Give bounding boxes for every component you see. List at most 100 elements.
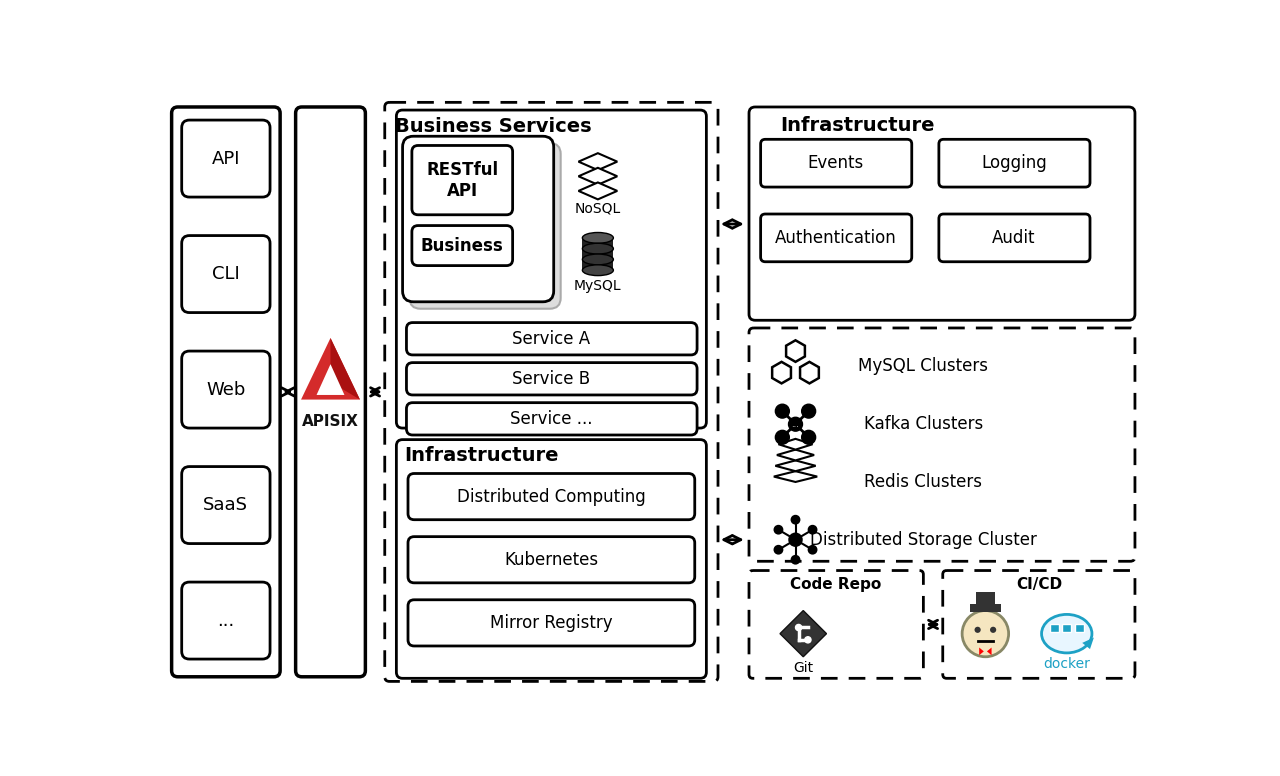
Text: API: API — [211, 150, 241, 168]
FancyBboxPatch shape — [760, 214, 911, 262]
FancyBboxPatch shape — [385, 102, 718, 681]
Text: CLI: CLI — [212, 265, 239, 283]
Text: ...: ... — [791, 420, 800, 428]
Text: Distributed Storage Cluster: Distributed Storage Cluster — [810, 531, 1037, 549]
Bar — [582, 248, 613, 259]
FancyBboxPatch shape — [397, 110, 707, 428]
Text: Service B: Service B — [512, 370, 590, 388]
Text: MySQL Clusters: MySQL Clusters — [859, 358, 988, 376]
Circle shape — [774, 546, 782, 553]
Polygon shape — [780, 611, 827, 656]
Polygon shape — [579, 182, 617, 199]
Circle shape — [974, 627, 980, 633]
Text: MySQL: MySQL — [573, 279, 622, 293]
Text: Redis Clusters: Redis Clusters — [864, 473, 982, 491]
Ellipse shape — [582, 254, 613, 265]
Polygon shape — [979, 647, 984, 655]
Circle shape — [795, 625, 801, 631]
Text: NoSQL: NoSQL — [575, 202, 621, 216]
Circle shape — [963, 611, 1009, 656]
Text: Git: Git — [794, 660, 813, 674]
Text: Business Services: Business Services — [396, 117, 591, 137]
Polygon shape — [772, 362, 791, 383]
FancyBboxPatch shape — [408, 537, 695, 583]
FancyBboxPatch shape — [938, 140, 1091, 187]
Circle shape — [791, 516, 800, 524]
Ellipse shape — [582, 243, 613, 254]
FancyBboxPatch shape — [182, 120, 270, 197]
FancyBboxPatch shape — [749, 328, 1135, 561]
Bar — [1050, 625, 1059, 632]
Text: Audit: Audit — [992, 229, 1036, 247]
Circle shape — [791, 556, 800, 563]
Polygon shape — [777, 449, 814, 460]
Bar — [582, 259, 613, 270]
Polygon shape — [987, 647, 992, 655]
Polygon shape — [579, 168, 617, 185]
Polygon shape — [774, 471, 817, 482]
Polygon shape — [786, 341, 805, 362]
Polygon shape — [301, 338, 360, 400]
FancyBboxPatch shape — [397, 440, 707, 678]
Circle shape — [801, 404, 815, 418]
FancyBboxPatch shape — [296, 107, 365, 677]
Polygon shape — [1083, 638, 1094, 649]
Circle shape — [776, 431, 790, 444]
Circle shape — [989, 627, 996, 633]
FancyBboxPatch shape — [938, 214, 1091, 262]
FancyBboxPatch shape — [408, 473, 695, 520]
Ellipse shape — [1042, 615, 1092, 653]
Text: ...: ... — [218, 611, 234, 629]
Circle shape — [809, 546, 817, 553]
Text: Code Repo: Code Repo — [790, 577, 882, 592]
FancyBboxPatch shape — [172, 107, 280, 677]
FancyBboxPatch shape — [182, 582, 270, 659]
FancyBboxPatch shape — [410, 143, 561, 309]
Ellipse shape — [582, 265, 613, 275]
Bar — [977, 592, 995, 606]
FancyBboxPatch shape — [760, 140, 911, 187]
Text: Business: Business — [421, 237, 503, 255]
Polygon shape — [778, 439, 813, 449]
Text: Service ...: Service ... — [511, 410, 593, 428]
Text: Service A: Service A — [512, 330, 590, 348]
Text: Infrastructure: Infrastructure — [781, 116, 934, 135]
Bar — [1062, 625, 1071, 632]
Text: Distributed Computing: Distributed Computing — [457, 487, 645, 506]
Circle shape — [809, 526, 817, 534]
Circle shape — [774, 526, 782, 534]
Circle shape — [805, 637, 812, 643]
FancyBboxPatch shape — [749, 107, 1135, 320]
FancyBboxPatch shape — [182, 236, 270, 313]
Text: Kubernetes: Kubernetes — [504, 551, 599, 569]
Text: RESTful
API: RESTful API — [426, 161, 498, 199]
Circle shape — [790, 534, 801, 546]
Circle shape — [801, 431, 815, 444]
Text: Mirror Registry: Mirror Registry — [490, 614, 613, 632]
FancyBboxPatch shape — [182, 351, 270, 428]
Text: Infrastructure: Infrastructure — [404, 446, 559, 466]
FancyBboxPatch shape — [182, 466, 270, 543]
Text: Logging: Logging — [982, 154, 1047, 172]
FancyBboxPatch shape — [412, 226, 512, 265]
FancyBboxPatch shape — [407, 362, 698, 395]
FancyBboxPatch shape — [407, 323, 698, 355]
Text: SaaS: SaaS — [204, 496, 248, 514]
Bar — [582, 238, 613, 248]
Text: Kafka Clusters: Kafka Clusters — [864, 415, 983, 433]
Circle shape — [776, 404, 790, 418]
Text: docker: docker — [1043, 657, 1091, 671]
Polygon shape — [316, 364, 344, 395]
Polygon shape — [800, 362, 819, 383]
Circle shape — [788, 417, 803, 431]
FancyBboxPatch shape — [412, 145, 512, 215]
Text: APISIX: APISIX — [302, 414, 358, 428]
Text: Events: Events — [808, 154, 864, 172]
FancyBboxPatch shape — [408, 600, 695, 646]
Bar — [1074, 625, 1084, 632]
Polygon shape — [330, 338, 360, 400]
Polygon shape — [579, 153, 617, 170]
Bar — [970, 605, 1001, 612]
FancyBboxPatch shape — [407, 403, 698, 435]
Text: Authentication: Authentication — [774, 229, 897, 247]
